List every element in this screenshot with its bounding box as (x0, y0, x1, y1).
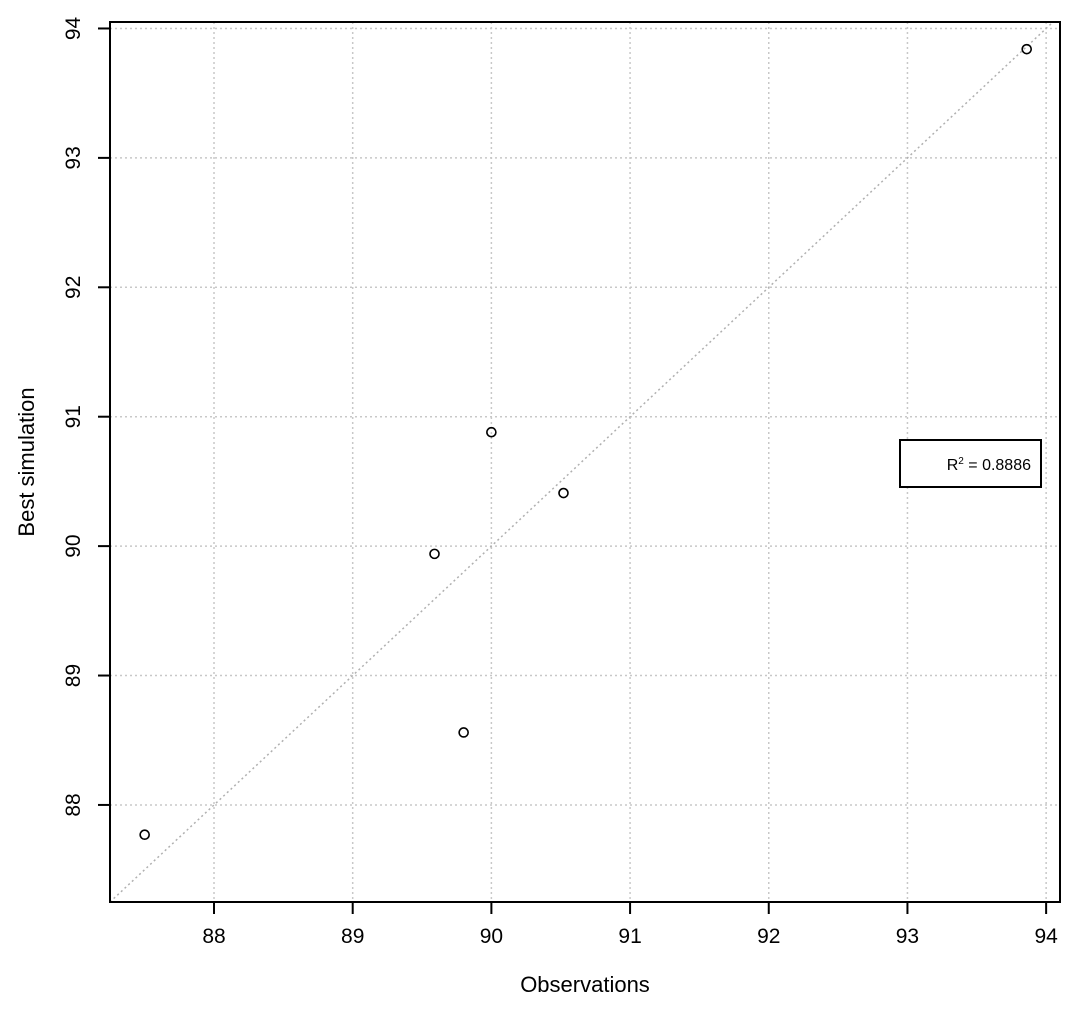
data-point (458, 727, 469, 738)
data-point (486, 426, 497, 438)
y-tick-label: 89 (62, 664, 85, 687)
y-tick-label: 90 (62, 534, 85, 557)
y-tick-label: 91 (62, 405, 85, 428)
data-point (429, 548, 440, 560)
y-tick-label: 94 (62, 16, 85, 40)
x-tick-label: 92 (757, 925, 780, 948)
x-tick-label: 90 (480, 925, 503, 948)
r-squared-superscript: 2 (958, 456, 964, 467)
plot-frame (109, 21, 1061, 903)
y-tick-label: 88 (62, 793, 85, 816)
r-squared-box (899, 439, 1042, 488)
x-tick-label: 88 (202, 925, 225, 948)
r-squared-value: = 0.8886 (964, 457, 1031, 474)
data-points (139, 43, 1033, 841)
r-squared-annotation: R2 = 0.8886 (899, 439, 1042, 488)
data-point (1021, 43, 1033, 55)
x-tick-label: 89 (341, 925, 364, 948)
r-squared-symbol: R (947, 457, 959, 474)
x-tick-label: 93 (896, 925, 919, 948)
x-axis-title: Observations (520, 972, 650, 997)
data-point (139, 829, 150, 841)
y-tick-label: 92 (62, 276, 85, 299)
y-axis-title: Best simulation (14, 387, 39, 536)
x-tick-label: 91 (618, 925, 641, 948)
r-squared-text: R2 = 0.8886 (947, 456, 1031, 474)
y-tick-label: 93 (62, 146, 85, 169)
grid (110, 22, 1060, 902)
x-tick-label: 94 (1034, 925, 1058, 948)
x-axis: 88 89 90 91 92 93 94 (202, 902, 1058, 948)
data-point (558, 487, 569, 499)
y-axis: 88 89 90 91 92 93 94 (62, 16, 110, 817)
